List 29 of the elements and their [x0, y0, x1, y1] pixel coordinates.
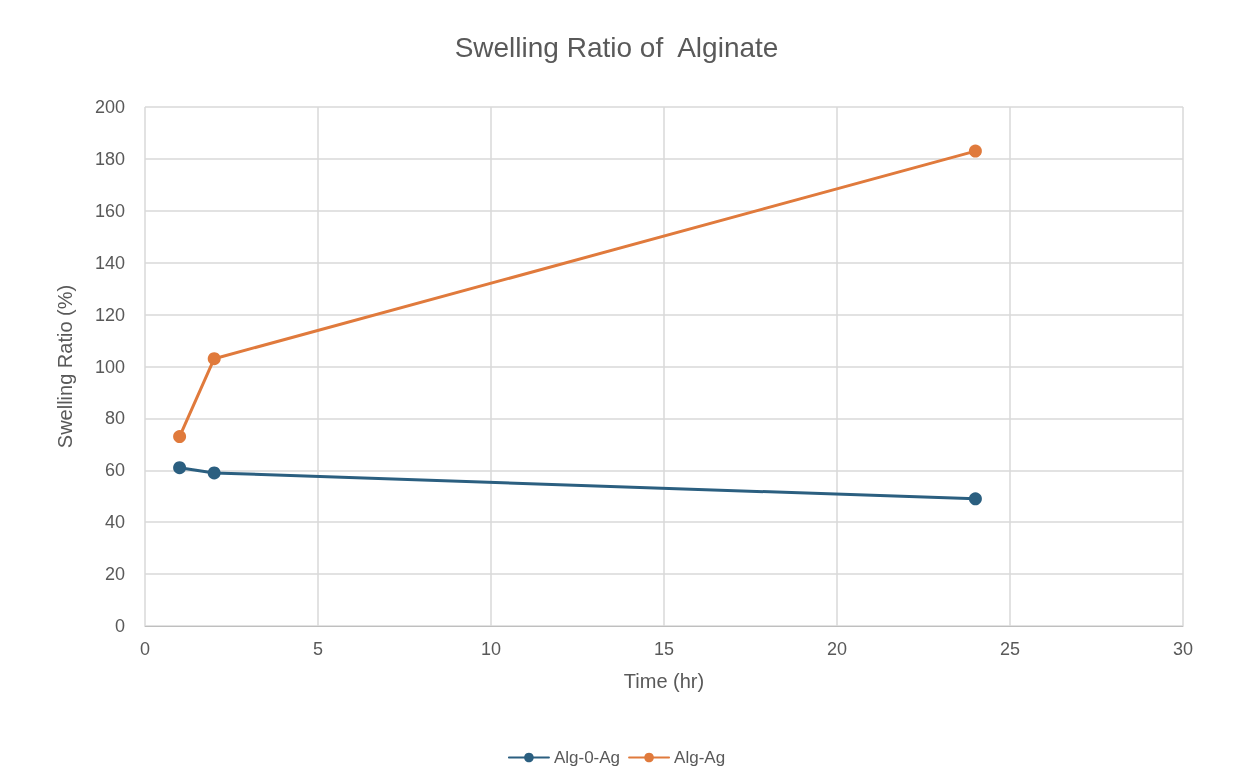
point — [968, 492, 982, 506]
point — [173, 430, 187, 444]
y-tick-label: 160 — [94, 200, 125, 221]
x-tick-label: 20 — [826, 639, 848, 659]
y-tick-label: 180 — [94, 148, 125, 169]
y-tick-label: 0 — [114, 616, 125, 636]
x-tick-label: 30 — [1172, 639, 1194, 659]
legend-label: Alg-0-Ag — [553, 748, 621, 767]
x-tick-label: 0 — [139, 639, 151, 659]
y-tick-label: 40 — [104, 512, 125, 533]
y-tick-label: 80 — [104, 408, 125, 429]
chart-title: Swelling Ratio of Alginate — [454, 31, 779, 63]
y-tick-label: 140 — [94, 252, 125, 273]
legend-label: Alg-Ag — [674, 748, 726, 767]
point — [173, 461, 187, 475]
point — [968, 144, 982, 158]
y-axis-title: Swelling Ratio (%) — [54, 284, 76, 449]
y-tick-label: 120 — [94, 304, 125, 325]
x-tick-label: 25 — [999, 639, 1021, 659]
x-tick-label: 10 — [480, 639, 502, 659]
x-tick-label: 5 — [312, 639, 324, 659]
x-tick-label: 15 — [653, 639, 675, 659]
point — [207, 352, 221, 366]
point — [207, 466, 221, 480]
x-axis-title: Time (hr) — [623, 670, 705, 692]
y-tick-label: 100 — [94, 356, 125, 377]
y-tick-label: 20 — [104, 564, 125, 585]
y-tick-label: 60 — [104, 460, 125, 481]
y-tick-label: 200 — [94, 97, 125, 117]
